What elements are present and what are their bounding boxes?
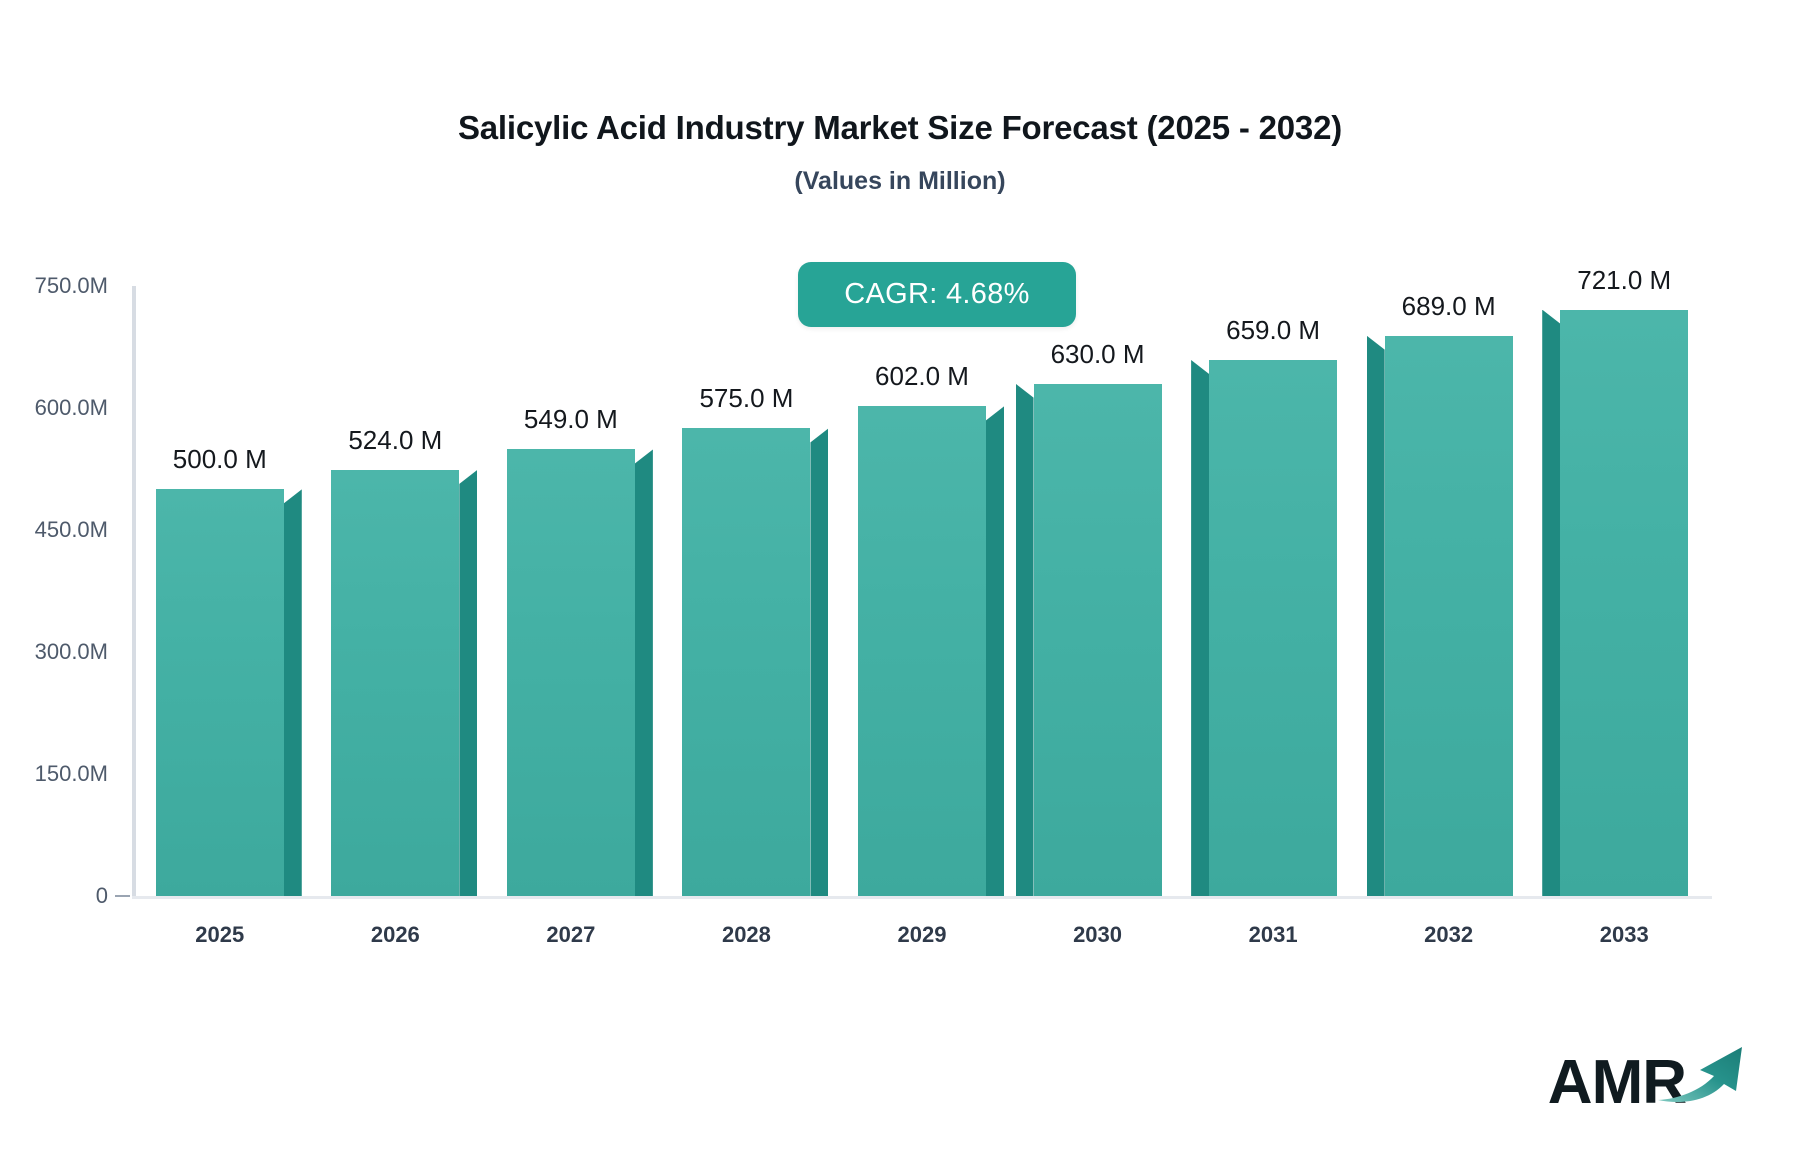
y-axis-line [132,286,136,896]
bar-2030[interactable]: 630.0 M [1015,339,1162,896]
x-tick-2025: 2025 [195,922,245,947]
amr-logo-text: AMR [1547,1048,1687,1117]
cagr-badge: CAGR: 4.68% [798,262,1076,327]
bar-2029[interactable]: 602.0 M [858,361,1004,896]
title-block: Salicylic Acid Industry Market Size Fore… [0,108,1800,196]
chart-subtitle: (Values in Million) [794,166,1006,195]
bar-front-face [331,469,460,896]
x-tick-2033: 2033 [1599,922,1649,947]
x-tick-2030: 2030 [1073,922,1123,947]
amr-logo: AMR [1548,1036,1752,1114]
bar-value-label: 524.0 M [348,424,443,455]
bar-side-face [1191,360,1210,896]
bar-front-face [506,449,635,896]
x-tick-2031: 2031 [1248,922,1298,947]
x-tick-2032: 2032 [1424,922,1474,947]
bar-body [331,469,478,896]
y-tick-label: 600.0M [34,395,108,420]
bar-front-face [1033,383,1162,896]
bar-value-label: 549.0 M [523,404,618,435]
growth-arrow-icon [1656,1043,1752,1110]
bar-front-face [155,489,284,896]
x-tick-2026: 2026 [370,922,420,947]
bar-front-face [682,428,811,896]
bar-side-face [283,489,302,896]
bar-body [1542,309,1689,896]
bar-2025[interactable]: 500.0 M [155,444,302,896]
bar-front-face [1209,360,1338,896]
bar-body [1366,335,1513,896]
page-title: Salicylic Acid Industry Market Size Fore… [457,109,1343,146]
bar-side-face [1015,383,1034,896]
bar-2032[interactable]: 689.0 M [1366,291,1513,896]
bar-side-face [1366,335,1385,896]
bar-2033[interactable]: 721.0 M [1542,265,1689,896]
bar-value-label: 721.0 M [1577,264,1672,295]
y-axis-zero-tick [115,895,130,897]
y-tick-label: 0 [0,883,130,909]
bar-value-label: 602.0 M [875,361,969,392]
bar-side-face [810,428,829,896]
bar-series: 500.0 M 524.0 M 549.0 M 575.0 M 602.0 M 630.0… [132,265,1712,896]
bar-2026[interactable]: 524.0 M [331,425,478,896]
bar-body [682,428,829,896]
x-axis-line [132,896,1712,899]
y-tick-label: 150.0M [34,761,108,786]
bar-value-label: 659.0 M [1226,315,1321,346]
y-tick-label: 750.0M [34,273,108,298]
bar-value-label: 630.0 M [1050,338,1145,369]
bar-side-face [1542,309,1561,896]
bar-side-face [459,469,478,896]
x-tick-2028: 2028 [721,922,771,947]
bar-front-face [1560,309,1689,896]
bar-side-face [634,449,653,896]
bar-body [1015,383,1162,896]
bar-value-label: 575.0 M [699,383,794,414]
bar-value-label: 500.0 M [172,444,267,475]
bar-2028[interactable]: 575.0 M [682,383,829,896]
bar-2031[interactable]: 659.0 M [1191,315,1338,896]
bar-body [858,406,1004,896]
bar-body [155,489,302,896]
bar-front-face [858,406,986,896]
x-tick-2029: 2029 [897,922,947,947]
bar-front-face [1384,335,1513,896]
bar-side-face [986,406,1004,896]
y-tick-label: 450.0M [34,517,108,542]
bar-2027[interactable]: 549.0 M [506,404,653,896]
x-tick-2027: 2027 [546,922,596,947]
bar-body [1191,360,1338,896]
y-tick-label: 300.0M [34,639,108,664]
bar-value-label: 689.0 M [1401,290,1496,321]
bar-body [506,449,653,896]
